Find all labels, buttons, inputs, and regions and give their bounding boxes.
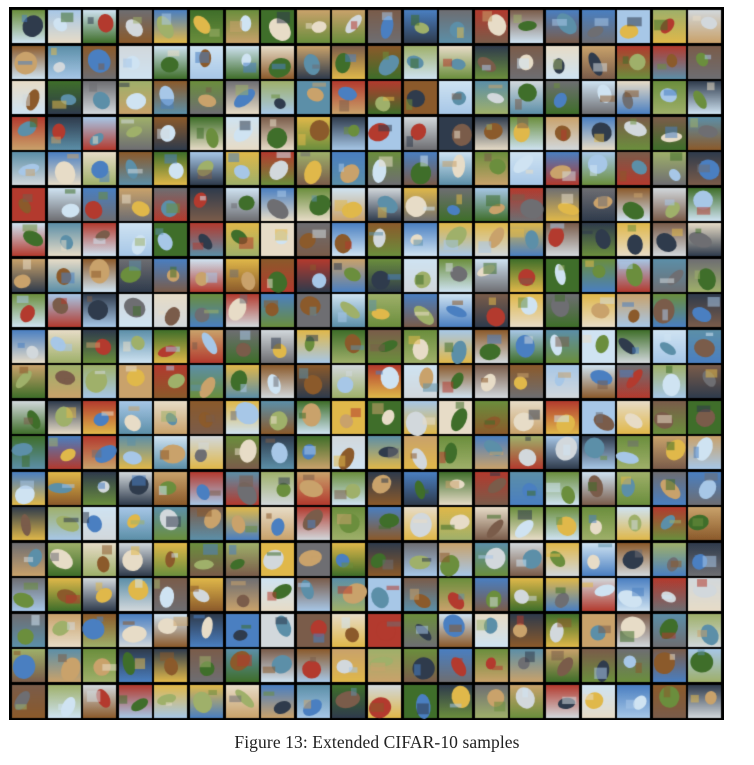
figure-caption: Figure 13: Extended CIFAR-10 samples	[234, 732, 520, 752]
cifar-sample-grid	[9, 7, 724, 720]
sample-grid-canvas	[9, 7, 724, 720]
